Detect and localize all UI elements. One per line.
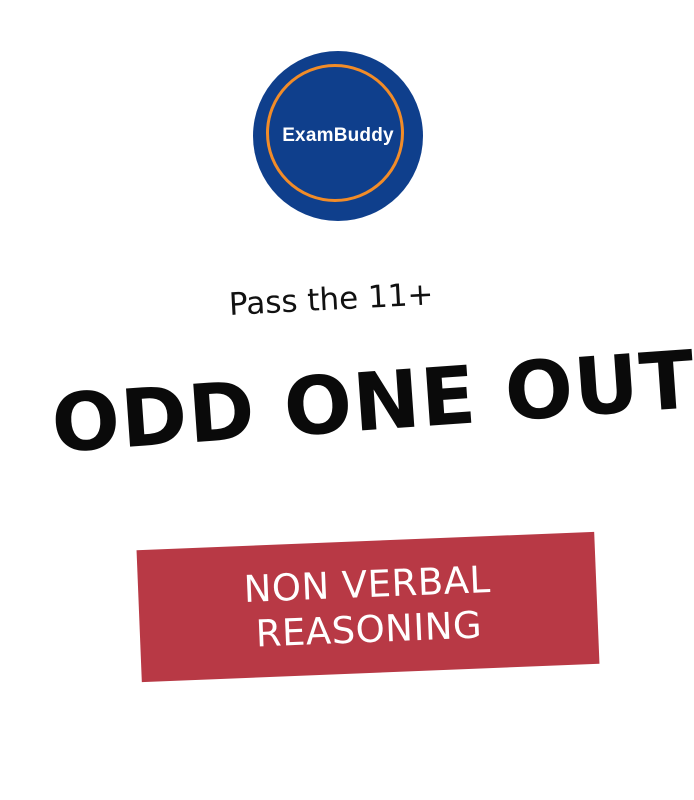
exambuddy-logo: ExamBuddy (253, 51, 423, 221)
banner-line-2: REASONING (254, 603, 483, 656)
logo-text: ExamBuddy (282, 125, 394, 146)
logo-ring (266, 64, 404, 202)
page-title: ODD ONE OUT (48, 333, 694, 471)
subject-banner: NON VERBAL REASONING (136, 531, 600, 683)
tagline: Pass the 11+ (228, 276, 435, 323)
